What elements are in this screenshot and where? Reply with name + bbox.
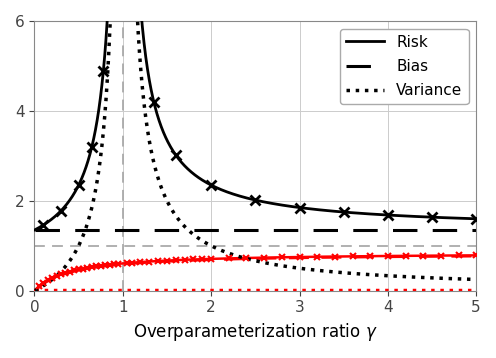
- Legend: Risk, Bias, Variance: Risk, Bias, Variance: [340, 29, 469, 104]
- X-axis label: Overparameterization ratio $\gamma$: Overparameterization ratio $\gamma$: [133, 321, 377, 343]
